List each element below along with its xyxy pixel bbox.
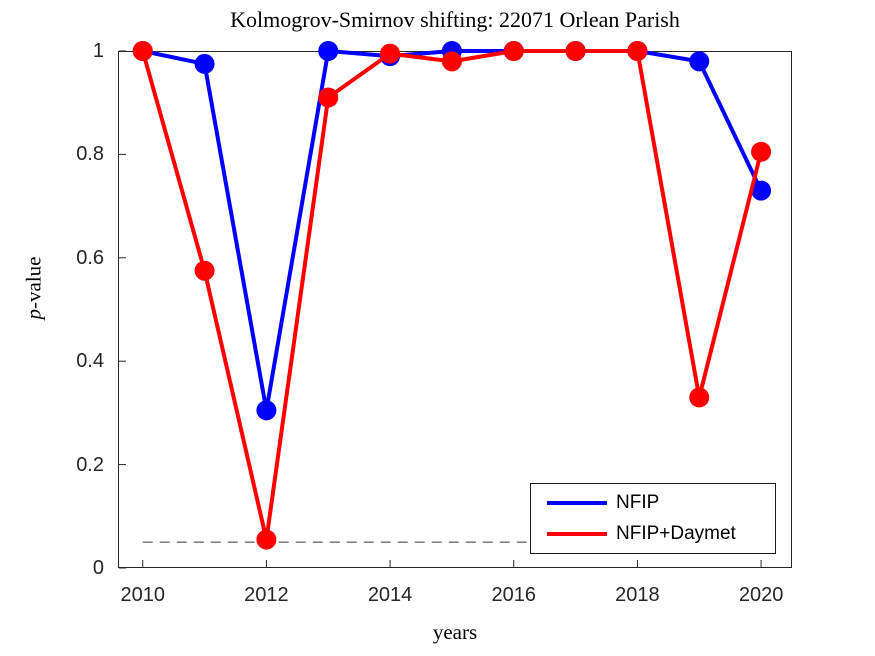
data-point-nfip-daymet-2014 [380, 43, 401, 64]
data-point-nfip-2020 [751, 180, 772, 201]
series-line-nfip-daymet [140, 49, 764, 542]
data-point-nfip-2013 [318, 41, 339, 61]
y-tick-label: 0 [92, 557, 104, 579]
x-tick-label: 2014 [367, 584, 413, 606]
data-point-nfip-daymet-2011 [194, 260, 215, 281]
legend-item-nfip: NFIP [531, 492, 775, 514]
chart-canvas [118, 41, 792, 569]
data-point-nfip-daymet-2015 [441, 51, 462, 72]
data-point-nfip-daymet-2019 [689, 387, 710, 408]
data-point-nfip-daymet-2018 [627, 41, 648, 61]
nfip-line-swatch [547, 501, 607, 506]
data-point-nfip-2019 [689, 51, 710, 72]
x-tick-label: 2012 [244, 584, 289, 606]
data-point-nfip-daymet-2016 [503, 41, 524, 61]
y-tick-label: 0.6 [76, 246, 104, 269]
data-point-nfip-daymet-2010 [132, 41, 153, 61]
x-axis-label: years [432, 620, 478, 644]
legend: NFIP NFIP+Daymet [530, 483, 776, 554]
x-tick-label: 2010 [120, 584, 165, 606]
x-tick-label: 2016 [491, 584, 536, 606]
nfip-daymet-line-swatch [547, 531, 607, 536]
y-tick-label: 1 [92, 40, 104, 62]
data-point-nfip-2012 [256, 400, 277, 421]
chart-title: Kolmogrov-Smirnov shifting: 22071 Orlean… [230, 7, 680, 32]
legend-item-nfip-daymet: NFIP+Daymet [531, 523, 775, 545]
data-point-nfip-daymet-2012 [256, 529, 277, 550]
y-tick-label: 0.8 [76, 143, 104, 166]
legend-label: NFIP+Daymet [616, 522, 736, 544]
x-tick-label: 2020 [738, 584, 784, 606]
y-tick-label: 0.4 [76, 350, 104, 373]
data-point-nfip-2011 [194, 53, 215, 74]
y-tick-label: 0.2 [76, 453, 104, 476]
plot-area [118, 41, 792, 569]
data-point-nfip-daymet-2017 [565, 41, 586, 61]
legend-label: NFIP [616, 492, 660, 514]
data-point-nfip-daymet-2013 [318, 87, 339, 108]
data-point-nfip-daymet-2020 [751, 141, 772, 162]
x-tick-label: 2018 [615, 584, 660, 606]
